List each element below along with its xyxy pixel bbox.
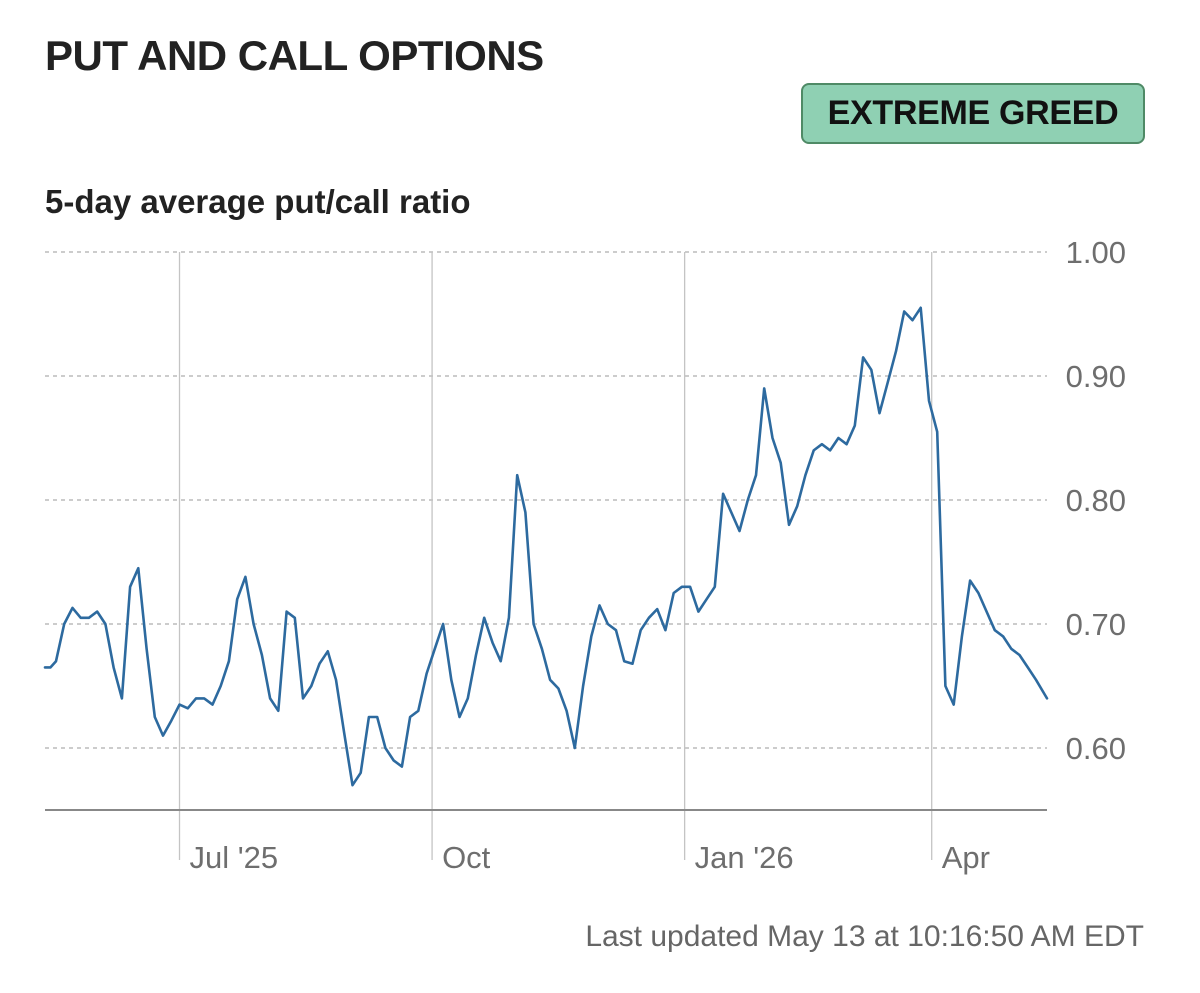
y-tick-labels: 1.00 0.90 0.80 0.70 0.60 [1066,235,1126,766]
y-tick-label: 0.80 [1066,483,1126,518]
last-updated-text: Last updated May 13 at 10:16:50 AM EDT [585,920,1144,953]
series-line [43,306,1049,787]
x-tick-labels: Jul '25 Oct Jan '26 Apr [190,840,990,875]
grid-lines [45,251,1047,749]
chart-subtitle: 5-day average put/call ratio [45,183,471,220]
y-tick-label: 0.90 [1066,359,1126,394]
x-tick-label: Jul '25 [190,840,279,875]
y-tick-label: 1.00 [1066,235,1126,270]
x-tick-label: Oct [442,840,491,875]
sentiment-badge: EXTREME GREED [801,83,1145,144]
x-grid-lines [178,252,933,860]
page-title: PUT AND CALL OPTIONS [45,32,544,79]
y-tick-label: 0.60 [1066,731,1126,766]
series-group [43,306,1049,787]
x-tick-label: Apr [942,840,990,875]
x-tick-label: Jan '26 [695,840,794,875]
y-tick-label: 0.70 [1066,607,1126,642]
